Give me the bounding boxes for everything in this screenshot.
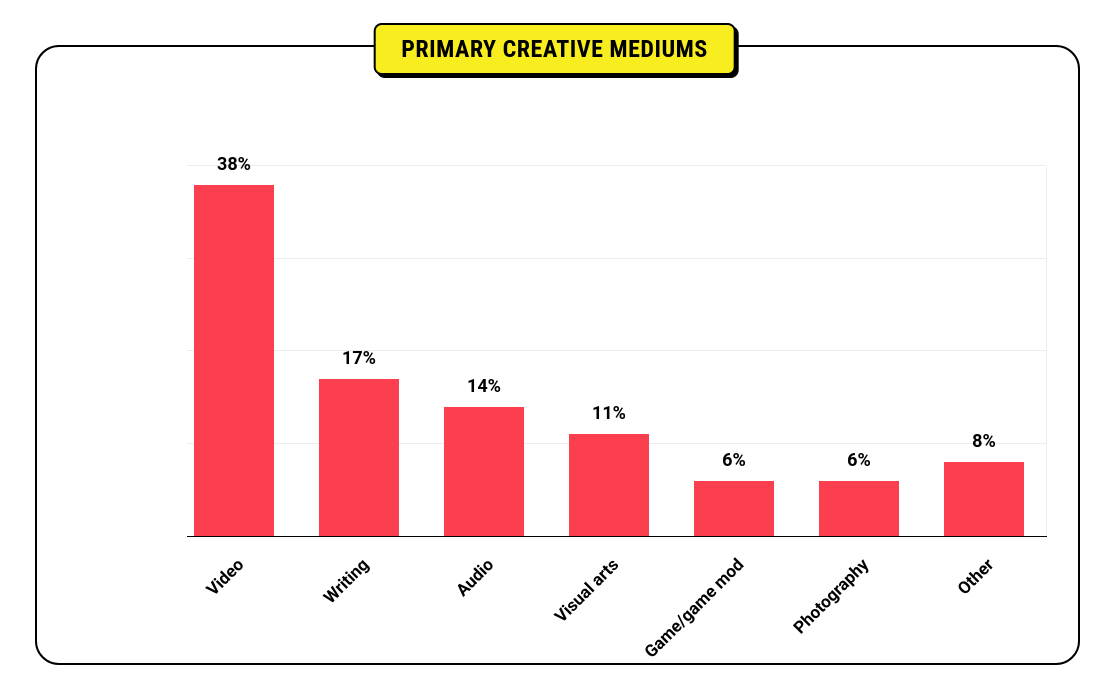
bar <box>194 185 274 537</box>
title-shadow: PRIMARY CREATIVE MEDIUMS <box>376 26 739 78</box>
x-axis-label: Game/game mod <box>641 555 748 662</box>
x-axis-label: Video <box>203 555 248 600</box>
plot-area: 38%Video17%Writing14%Audio11%Visual arts… <box>187 167 1047 537</box>
grid-line <box>187 258 1047 259</box>
bar <box>444 407 524 537</box>
grid-line <box>187 165 1047 166</box>
bar <box>319 379 399 536</box>
x-axis-label: Photography <box>790 555 873 638</box>
chart-title: PRIMARY CREATIVE MEDIUMS <box>401 35 708 63</box>
bar-value-label: 6% <box>684 450 784 471</box>
bar-value-label: 11% <box>559 403 659 424</box>
bar <box>569 434 649 536</box>
chart-card: 38% Video 17% Writing 14% Audio 11% Visual arts… <box>35 45 1080 665</box>
bar-value-label: 14% <box>434 376 534 397</box>
x-axis-label: Audio <box>453 555 499 601</box>
bar-chart: 38%Video17%Writing14%Audio11%Visual arts… <box>187 167 1047 537</box>
bar <box>694 481 774 537</box>
bar-value-label: 38% <box>184 154 284 175</box>
bar-value-label: 8% <box>934 431 1034 452</box>
x-axis-label: Other <box>954 555 998 599</box>
x-axis-label: Writing <box>320 555 373 608</box>
bar <box>819 481 899 537</box>
bar-value-label: 17% <box>309 348 409 369</box>
x-axis-label: Visual arts <box>551 555 623 627</box>
bar <box>944 462 1024 536</box>
plot-right-border <box>1046 167 1047 536</box>
bar-value-label: 6% <box>809 450 909 471</box>
title-box: PRIMARY CREATIVE MEDIUMS <box>373 23 736 75</box>
